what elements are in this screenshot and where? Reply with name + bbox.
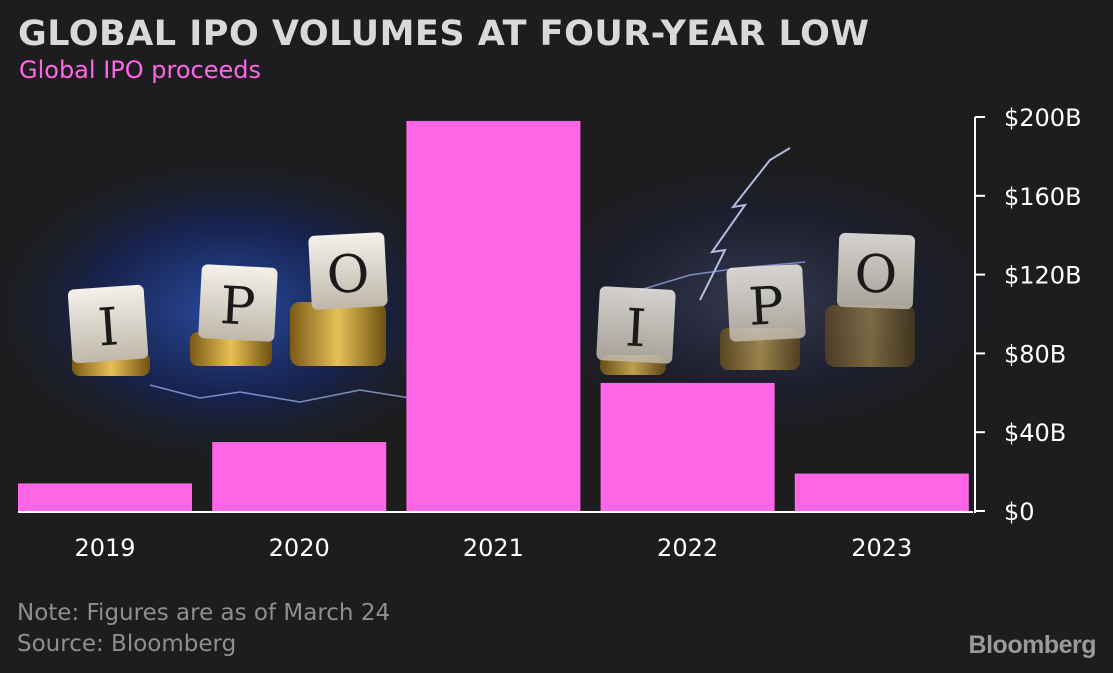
y-tick-label: $40B xyxy=(1004,419,1066,447)
x-tick-label: 2023 xyxy=(851,534,912,562)
ipo-tile-letter: O xyxy=(854,244,899,305)
bloomberg-logo: Bloomberg xyxy=(968,631,1097,659)
y-tick-label: $120B xyxy=(1004,262,1082,290)
lightning-icon xyxy=(149,384,411,403)
y-tick-label: $160B xyxy=(1004,183,1082,211)
y-tick-label: $80B xyxy=(1004,340,1066,368)
ipo-tile-letter: P xyxy=(219,276,257,338)
ipo-tile-letter: P xyxy=(747,276,785,338)
note-text: Note: Figures are as of March 24 xyxy=(17,600,391,626)
bar-2019 xyxy=(18,483,192,511)
ipo-tile: P xyxy=(726,264,806,342)
background-illustration: I POI PO xyxy=(0,147,1020,470)
bar-2020 xyxy=(212,442,387,511)
x-tick-label: 2021 xyxy=(463,534,524,562)
ipo-tile-letter: O xyxy=(325,244,371,306)
x-tick-label: 2020 xyxy=(269,534,330,562)
ipo-tile: I xyxy=(596,286,676,364)
ipo-tile: I xyxy=(67,284,149,364)
bar-2021 xyxy=(406,120,581,511)
x-tick-label: 2019 xyxy=(74,534,135,562)
bar-2022 xyxy=(600,382,775,511)
ipo-tile-letter: I xyxy=(96,297,121,358)
y-tick-label: $0 xyxy=(1004,498,1035,526)
ipo-tile: O xyxy=(308,232,388,310)
x-tick-label: 2022 xyxy=(657,534,718,562)
chart-subtitle: Global IPO proceeds xyxy=(19,56,261,84)
bar-2023 xyxy=(794,473,969,511)
ipo-tile: O xyxy=(836,232,916,310)
lightning-icon xyxy=(639,261,806,291)
ipo-tile-letter: I xyxy=(624,298,648,359)
y-tick-label: $200B xyxy=(1004,104,1082,132)
chart-title: GLOBAL IPO VOLUMES AT FOUR-YEAR LOW xyxy=(18,14,870,54)
ipo-tile: P xyxy=(198,264,278,342)
footnote: Note: Figures are as of March 24 Source:… xyxy=(17,598,390,660)
lightning-icon xyxy=(699,147,791,301)
source-text: Source: Bloomberg xyxy=(17,631,237,657)
